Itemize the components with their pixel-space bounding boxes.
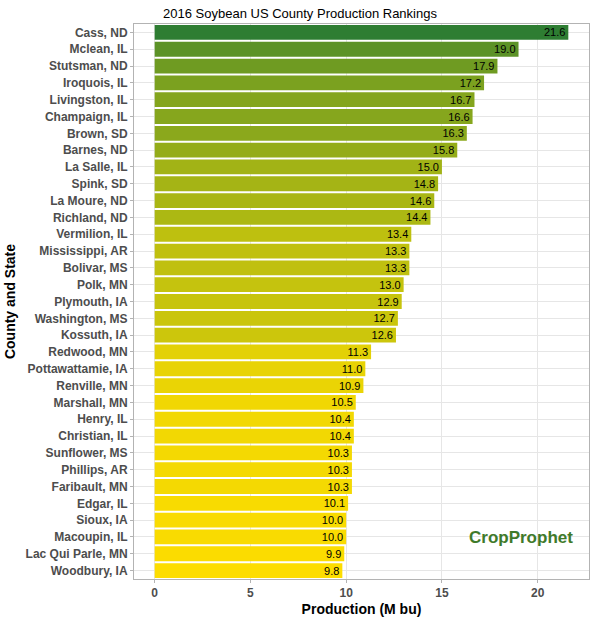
svg-text:13.0: 13.0 (379, 279, 400, 291)
svg-text:Stutsman, ND: Stutsman, ND (49, 59, 128, 73)
svg-text:2016 Soybean US County Product: 2016 Soybean US County Production Rankin… (163, 6, 437, 21)
svg-text:Cass, ND: Cass, ND (75, 26, 128, 40)
svg-text:15.8: 15.8 (433, 144, 454, 156)
svg-text:Kossuth, IA: Kossuth, IA (61, 328, 128, 342)
svg-text:21.6: 21.6 (544, 26, 565, 38)
svg-text:12.9: 12.9 (377, 296, 398, 308)
svg-text:9.9: 9.9 (326, 548, 341, 560)
svg-text:Phillips, AR: Phillips, AR (61, 463, 128, 477)
svg-text:14.8: 14.8 (414, 178, 435, 190)
svg-text:La Moure, ND: La Moure, ND (50, 194, 128, 208)
svg-text:Lac Qui Parle, MN: Lac Qui Parle, MN (26, 547, 128, 561)
svg-text:13.3: 13.3 (385, 245, 406, 257)
svg-text:Brown, SD: Brown, SD (67, 127, 128, 141)
svg-text:Macoupin, IL: Macoupin, IL (54, 530, 127, 544)
svg-text:19.0: 19.0 (494, 43, 515, 55)
svg-text:Production (M bu): Production (M bu) (302, 601, 422, 617)
svg-text:10.3: 10.3 (328, 481, 349, 493)
svg-text:10.0: 10.0 (322, 514, 343, 526)
svg-text:13.3: 13.3 (385, 262, 406, 274)
svg-text:17.2: 17.2 (460, 77, 481, 89)
svg-text:Richland, ND: Richland, ND (53, 211, 128, 225)
svg-text:10: 10 (340, 586, 354, 600)
svg-text:Sioux, IA: Sioux, IA (76, 513, 128, 527)
svg-text:16.6: 16.6 (448, 111, 469, 123)
svg-text:0: 0 (151, 586, 158, 600)
svg-text:5: 5 (247, 586, 254, 600)
svg-text:Renville, MN: Renville, MN (56, 379, 127, 393)
svg-text:Plymouth, IA: Plymouth, IA (54, 295, 128, 309)
svg-text:La Salle, IL: La Salle, IL (65, 160, 128, 174)
svg-text:Vermilion, IL: Vermilion, IL (56, 227, 127, 241)
svg-text:Pottawattamie, IA: Pottawattamie, IA (28, 362, 128, 376)
svg-text:Livingston, IL: Livingston, IL (50, 93, 128, 107)
svg-text:12.6: 12.6 (372, 329, 393, 341)
svg-text:11.0: 11.0 (342, 363, 363, 375)
svg-text:CropProphet: CropProphet (469, 528, 573, 547)
svg-text:10.4: 10.4 (329, 413, 350, 425)
svg-text:9.8: 9.8 (324, 565, 339, 577)
svg-text:17.9: 17.9 (473, 60, 494, 72)
svg-text:10.1: 10.1 (324, 497, 345, 509)
svg-text:16.7: 16.7 (450, 94, 471, 106)
svg-text:Washington, MS: Washington, MS (35, 312, 128, 326)
svg-text:10.9: 10.9 (339, 380, 360, 392)
svg-text:16.3: 16.3 (442, 127, 463, 139)
svg-text:14.6: 14.6 (410, 195, 431, 207)
svg-text:Mclean, IL: Mclean, IL (70, 42, 128, 56)
svg-text:12.7: 12.7 (373, 312, 394, 324)
svg-text:10.3: 10.3 (328, 447, 349, 459)
svg-text:10.3: 10.3 (328, 464, 349, 476)
svg-text:15: 15 (435, 586, 449, 600)
svg-text:Spink, SD: Spink, SD (72, 177, 128, 191)
svg-text:Marshall, MN: Marshall, MN (54, 396, 128, 410)
svg-text:Sunflower, MS: Sunflower, MS (46, 446, 128, 460)
svg-text:Woodbury, IA: Woodbury, IA (51, 564, 128, 578)
svg-text:15.0: 15.0 (418, 161, 439, 173)
svg-text:County and State: County and State (2, 244, 18, 359)
svg-text:13.4: 13.4 (387, 228, 408, 240)
svg-text:10.4: 10.4 (329, 430, 350, 442)
svg-text:10.5: 10.5 (331, 396, 352, 408)
svg-text:Henry, IL: Henry, IL (77, 412, 127, 426)
svg-text:14.4: 14.4 (406, 211, 427, 223)
svg-text:Barnes, ND: Barnes, ND (63, 143, 128, 157)
svg-text:Christian, IL: Christian, IL (58, 429, 127, 443)
svg-text:Champaign, IL: Champaign, IL (45, 110, 128, 124)
svg-text:Faribault, MN: Faribault, MN (52, 480, 128, 494)
svg-text:20: 20 (531, 586, 545, 600)
svg-text:Iroquois, IL: Iroquois, IL (63, 76, 128, 90)
svg-text:Bolivar, MS: Bolivar, MS (63, 261, 128, 275)
svg-text:Mississippi, AR: Mississippi, AR (39, 244, 128, 258)
svg-text:Redwood, MN: Redwood, MN (48, 345, 127, 359)
svg-text:Polk, MN: Polk, MN (77, 278, 128, 292)
svg-text:10.0: 10.0 (322, 531, 343, 543)
svg-text:Edgar, IL: Edgar, IL (77, 497, 128, 511)
svg-text:11.3: 11.3 (347, 346, 368, 358)
